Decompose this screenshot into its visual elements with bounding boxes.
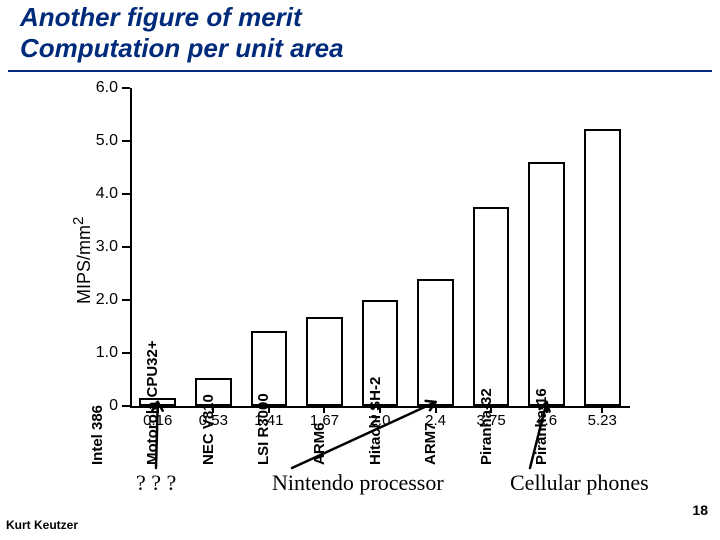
annotation-cell: Cellular phones [510,470,649,496]
annotation-q: ? ? ? [136,470,176,496]
arrow-head [547,402,550,412]
annotation-arrows [0,0,720,540]
slide-root: Another figure of merit Computation per … [0,0,720,540]
footer-author: Kurt Keutzer [6,518,78,532]
arrow-line [530,402,547,468]
footer-page-number: 18 [692,502,708,518]
arrow-head [426,401,436,402]
arrow-line [156,402,158,468]
arrow-line [292,402,436,468]
annotation-nintendo: Nintendo processor [272,470,444,496]
